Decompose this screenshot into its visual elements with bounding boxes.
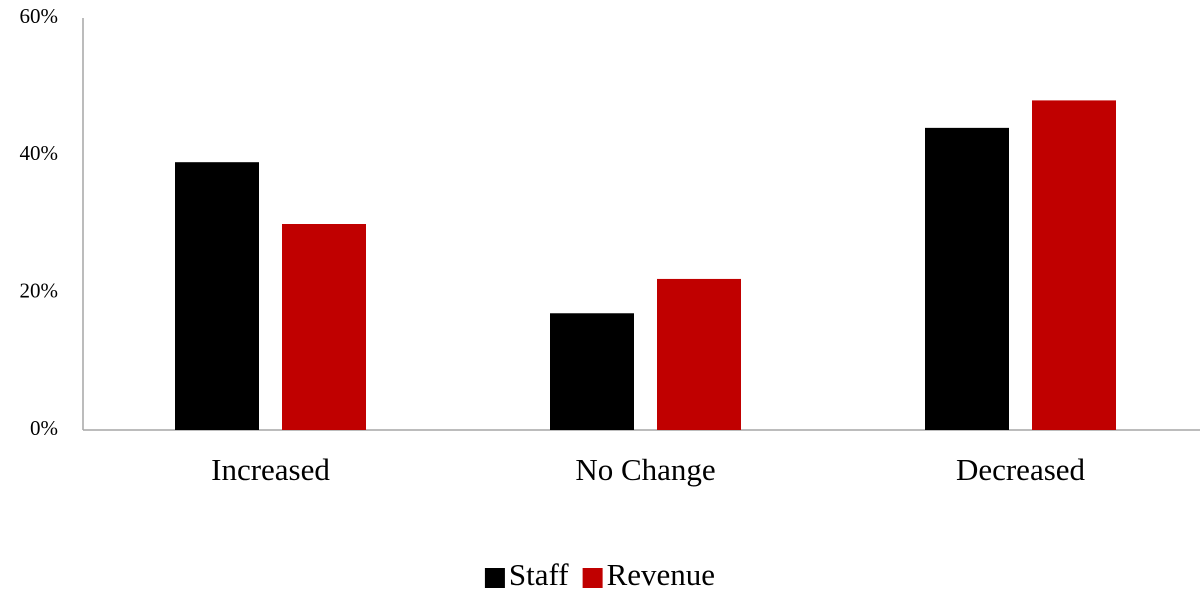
y-tick-label: 60% — [20, 4, 59, 28]
bar — [282, 224, 366, 430]
legend-label: Revenue — [607, 557, 715, 592]
x-tick-label: Increased — [211, 452, 330, 487]
y-tick-label: 0% — [30, 416, 58, 440]
legend-swatch — [582, 568, 603, 588]
legend-swatch — [484, 568, 505, 588]
y-tick-label: 40% — [20, 141, 59, 165]
x-tick-label: Decreased — [956, 452, 1086, 487]
bar — [175, 162, 259, 430]
bar — [550, 313, 634, 430]
legend-label: Staff — [509, 557, 569, 592]
bar — [657, 278, 741, 430]
bar — [1032, 100, 1116, 431]
x-tick-label: No Change — [575, 452, 715, 487]
bar — [925, 127, 1009, 430]
y-tick-label: 20% — [20, 278, 59, 302]
